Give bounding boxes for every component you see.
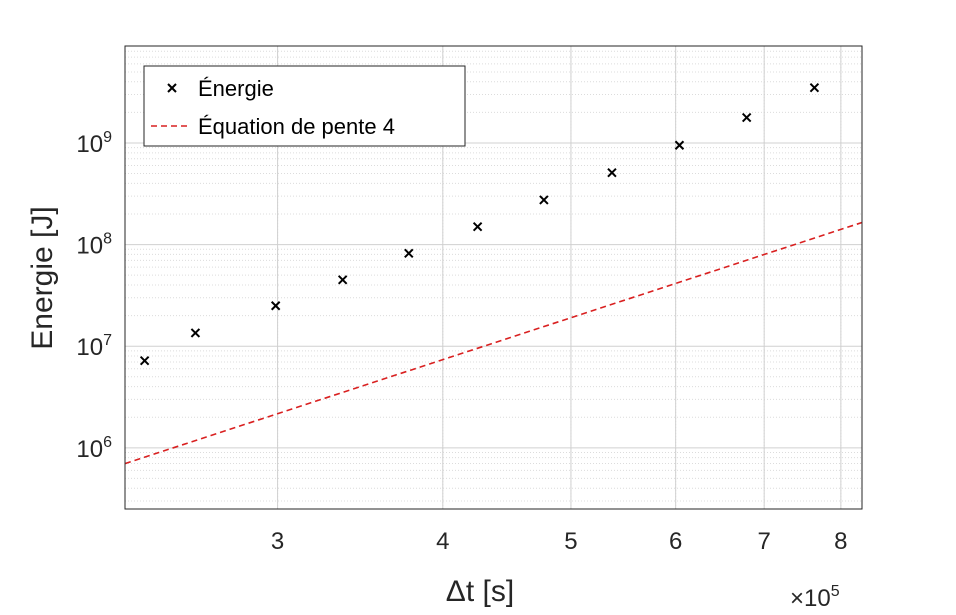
- y-tick-label: 109: [76, 129, 112, 158]
- x-tick-label: 3: [271, 528, 284, 555]
- x-tick-label: 5: [564, 528, 577, 555]
- y-tick-label: 107: [76, 332, 112, 361]
- x-tick-label: 4: [436, 528, 449, 555]
- data-point: [270, 301, 281, 311]
- data-point: [337, 275, 348, 285]
- y-tick-label: 108: [76, 231, 112, 260]
- x-axis-label: Δt [s]: [446, 575, 514, 608]
- legend: Énergie Équation de pente 4: [143, 65, 466, 147]
- data-point: [674, 140, 685, 150]
- data-point: [404, 248, 414, 259]
- legend-label-energie: Énergie: [198, 76, 274, 101]
- series-layer: [124, 82, 863, 465]
- data-point: [190, 328, 201, 338]
- data-point: [139, 355, 150, 366]
- x-tick-label: 7: [757, 528, 770, 555]
- x-tick-label: 8: [834, 528, 847, 555]
- data-point: [607, 167, 617, 178]
- data-point: [539, 195, 549, 205]
- y-axis-label: Energie [J]: [26, 206, 59, 349]
- legend-marker-energie: [167, 83, 177, 93]
- x-axis-multiplier-base: ×10: [790, 585, 831, 612]
- plot-frame: [124, 45, 863, 510]
- x-axis-multiplier-exponent: 5: [831, 583, 840, 600]
- legend-label-pente: Équation de pente 4: [198, 114, 395, 139]
- y-tick-labels: 106 107 108 109: [76, 129, 112, 463]
- legend-box: [143, 65, 466, 147]
- data-point: [741, 112, 752, 123]
- y-tick-label: 106: [76, 434, 112, 463]
- x-axis-multiplier: ×105: [790, 583, 840, 612]
- data-point: [472, 221, 483, 232]
- data-point: [809, 82, 820, 93]
- x-tick-labels: 3 4 5 6 7 8: [271, 528, 848, 555]
- x-tick-label: 6: [669, 528, 682, 555]
